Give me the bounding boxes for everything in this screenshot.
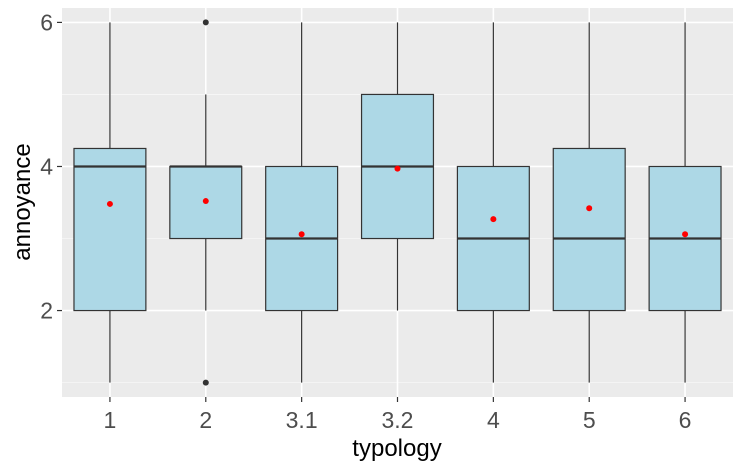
x-axis-title: typology [352, 435, 441, 462]
x-tick-label: 4 [487, 407, 500, 433]
x-tick-label: 1 [104, 407, 117, 433]
outlier-point [202, 19, 209, 26]
box-3.1 [265, 22, 339, 383]
box-1 [73, 22, 147, 383]
x-axis-ticks: 1 2 3.1 3.2 4 5 6 [104, 397, 692, 433]
y-axis-ticks: 2 4 6 [40, 9, 62, 324]
box-6 [648, 22, 722, 383]
x-tick-label: 2 [199, 407, 212, 433]
mean-point [682, 231, 689, 238]
box-2 [169, 19, 243, 386]
y-tick-label: 6 [40, 9, 53, 35]
mean-point [394, 165, 401, 172]
y-axis-title: annoyance [9, 143, 36, 260]
x-tick-label: 3.2 [382, 407, 414, 433]
mean-point [298, 231, 305, 238]
y-tick-label: 4 [40, 153, 53, 179]
x-tick-label: 6 [679, 407, 692, 433]
box-3.2 [360, 22, 435, 311]
mean-point [586, 205, 593, 212]
box-iqr [552, 147, 626, 312]
mean-point [490, 216, 497, 223]
box-iqr [73, 147, 147, 312]
box-5 [552, 22, 626, 383]
mean-point [106, 200, 113, 207]
mean-point [202, 198, 209, 205]
box-layer [73, 19, 722, 386]
x-tick-label: 5 [583, 407, 596, 433]
box-4 [456, 22, 530, 383]
outlier-point [202, 379, 209, 386]
y-tick-label: 2 [40, 298, 53, 324]
x-tick-label: 3.1 [286, 407, 318, 433]
